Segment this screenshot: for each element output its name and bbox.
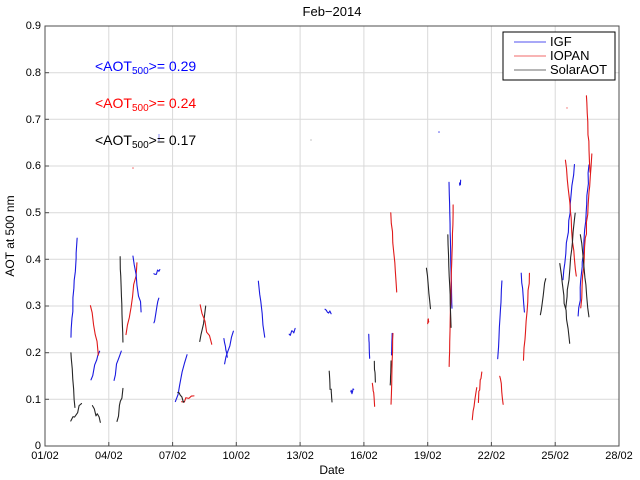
svg-text:IGF: IGF xyxy=(550,34,572,49)
svg-text:16/02: 16/02 xyxy=(350,450,378,462)
svg-text:0.8: 0.8 xyxy=(26,67,41,79)
svg-text:07/02: 07/02 xyxy=(159,450,187,462)
svg-text:AOT at 500 nm: AOT at 500 nm xyxy=(3,195,17,276)
svg-text:0.4: 0.4 xyxy=(26,254,41,266)
svg-text:10/02: 10/02 xyxy=(223,450,251,462)
svg-text:13/02: 13/02 xyxy=(286,450,314,462)
svg-text:19/02: 19/02 xyxy=(414,450,442,462)
svg-text:0.7: 0.7 xyxy=(26,114,41,126)
svg-text:28/02: 28/02 xyxy=(605,450,633,462)
svg-text:0.6: 0.6 xyxy=(26,160,41,172)
svg-text:0.2: 0.2 xyxy=(26,347,41,359)
svg-text:04/02: 04/02 xyxy=(95,450,123,462)
svg-text:<AOT500>= 0.17: <AOT500>= 0.17 xyxy=(95,132,196,151)
svg-text:Date: Date xyxy=(319,463,345,477)
svg-text:SolarAOT: SolarAOT xyxy=(550,62,607,77)
svg-text:<AOT500>= 0.24: <AOT500>= 0.24 xyxy=(95,95,196,114)
svg-text:25/02: 25/02 xyxy=(541,450,569,462)
svg-text:0.5: 0.5 xyxy=(26,207,41,219)
svg-text:0.1: 0.1 xyxy=(26,394,41,406)
svg-text:0.9: 0.9 xyxy=(26,20,41,32)
svg-text:22/02: 22/02 xyxy=(478,450,506,462)
svg-text:01/02: 01/02 xyxy=(31,450,59,462)
svg-text:0.3: 0.3 xyxy=(26,300,41,312)
svg-text:IOPAN: IOPAN xyxy=(550,48,590,63)
svg-text:<AOT500>= 0.29: <AOT500>= 0.29 xyxy=(95,58,196,77)
